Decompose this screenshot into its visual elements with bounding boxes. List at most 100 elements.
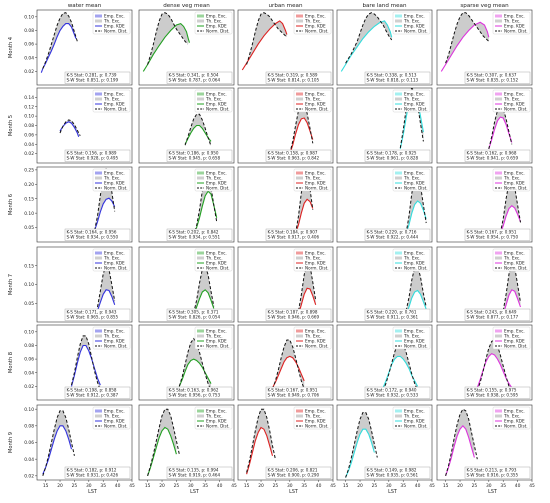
ks-stat-text: K-S Stat: 0.187, p: 0.898	[268, 310, 318, 315]
kde-line	[42, 425, 73, 475]
ks-stat-text: K-S Stat: 0.213, p: 0.793	[467, 468, 517, 473]
x-tick-label: 25	[273, 483, 279, 489]
legend-label: Norm. Dist.	[404, 344, 428, 349]
axes-frame	[336, 246, 433, 323]
normal-dist-line	[246, 408, 276, 473]
legend-box	[194, 406, 233, 430]
legend-label: Emp. Exc.	[104, 329, 125, 334]
legend-label: Emp. KDE	[206, 419, 227, 424]
normal-dist-line	[298, 260, 317, 311]
axes-frame	[237, 9, 334, 86]
stats-frame	[64, 466, 131, 479]
legend-label: Norm. Dist.	[206, 266, 230, 271]
ks-stat-text: K-S Stat: 0.158, p: 0.987	[268, 151, 318, 156]
legend-box	[492, 326, 531, 350]
legend-swatch	[197, 414, 204, 418]
x-tick-label: 20	[57, 483, 63, 489]
legend-label: Emp. Exc.	[504, 409, 525, 414]
legend-label: Emp. KDE	[504, 102, 525, 107]
x-tick-label: 40	[115, 483, 121, 489]
kde-line	[502, 289, 522, 315]
legend-swatch	[495, 251, 502, 255]
axes-frame	[237, 404, 334, 481]
legend-box	[92, 248, 131, 272]
axes-frame	[436, 404, 533, 481]
axes-frame	[138, 166, 235, 243]
plot-area	[184, 113, 212, 147]
x-tick-label: 35	[400, 483, 406, 489]
kde-line	[440, 21, 490, 72]
y-tick-label: 0.08	[24, 123, 34, 129]
stats-frame	[166, 228, 233, 241]
legend-box	[492, 248, 531, 272]
legend-label: Norm. Dist.	[404, 266, 428, 271]
normal-dist-line	[445, 408, 478, 476]
stats-frame	[364, 466, 431, 479]
subplot: Month 6 0.05 0.10 0.15 0.20 0.25 Emp. Exc.Th. …	[8, 166, 133, 243]
axes-frame	[138, 87, 235, 164]
plot-area	[147, 408, 180, 476]
y-tick-label: 0.20	[24, 182, 34, 188]
plot-area	[345, 412, 378, 478]
stats-frame	[64, 308, 131, 321]
x-tick-label: 20	[457, 483, 463, 489]
legend-label: Th. Exc.	[403, 256, 421, 261]
x-tick-label: 35	[500, 483, 506, 489]
legend-label: Emp. KDE	[404, 339, 425, 344]
plot-area	[96, 263, 116, 311]
stats-frame	[464, 71, 531, 84]
exceedance-fill	[503, 262, 521, 315]
legend-swatch	[495, 19, 502, 23]
plot-area	[405, 265, 427, 315]
stats-frame	[64, 228, 131, 241]
legend-box	[194, 326, 233, 350]
legend-label: Norm. Dist.	[305, 186, 329, 191]
stats-frame	[166, 466, 233, 479]
legend-label: Emp. KDE	[404, 181, 425, 186]
y-tick-label: 0.04	[24, 457, 34, 463]
normal-dist-line	[246, 12, 288, 65]
legend-label: Emp. KDE	[206, 102, 227, 107]
x-tick-label: 25	[72, 483, 78, 489]
stats-frame	[364, 228, 431, 241]
sw-stat-text: S-W Stat: 0.941, p: 0.659	[467, 156, 519, 161]
kde-line	[488, 116, 513, 150]
legend-label: Emp. Exc.	[504, 14, 525, 19]
kde-line	[193, 190, 218, 234]
stats-frame	[265, 228, 332, 241]
plot-area	[502, 261, 522, 315]
ks-stat-text: K-S Stat: 0.341, p: 0.504	[169, 73, 219, 78]
legend-label: Th. Exc.	[304, 334, 322, 339]
x-tick-label: 20	[357, 483, 363, 489]
stats-frame	[64, 386, 131, 399]
legend-label: Norm. Dist.	[504, 186, 528, 191]
legend-swatch	[395, 97, 402, 101]
kde-line	[178, 358, 212, 387]
y-tick-label: 0.10	[24, 282, 34, 288]
stats-frame	[464, 386, 531, 399]
ks-stat-text: K-S Stat: 0.338, p: 0.513	[367, 73, 417, 78]
legend-label: Emp. Exc.	[404, 92, 425, 97]
x-tick-label: 25	[472, 483, 478, 489]
legend-label: Th. Exc.	[205, 19, 223, 24]
legend-swatch	[296, 176, 303, 180]
legend-label: Emp. KDE	[206, 181, 227, 186]
kde-line	[40, 23, 77, 73]
axes-frame	[436, 87, 533, 164]
legend-label: Th. Exc.	[205, 414, 223, 419]
y-tick-label: 0.25	[24, 167, 34, 173]
plot-area	[40, 12, 78, 73]
legend-label: Emp. KDE	[104, 339, 125, 344]
legend-box	[293, 248, 332, 272]
ks-stat-text: K-S Stat: 0.182, p: 0.912	[67, 468, 117, 473]
axes-frame	[436, 246, 533, 323]
